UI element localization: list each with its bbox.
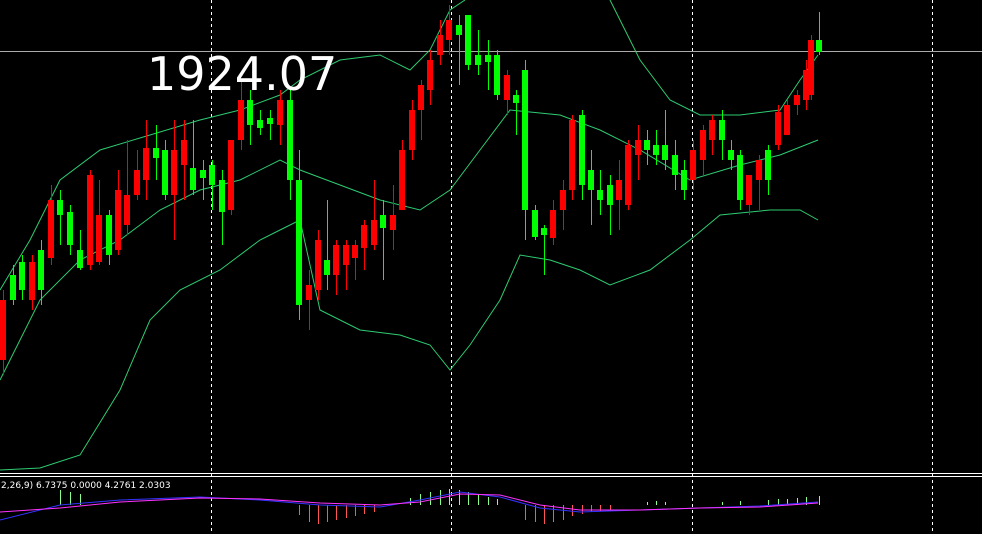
indicator-histogram-down [299, 505, 611, 524]
price-label: 1924.07 [147, 47, 337, 101]
lower-band [0, 209, 819, 471]
indicator-label: 2,26,9) 6.7375 0.0000 4.2761 2.0303 [1, 481, 171, 491]
indicator-signal-line [0, 493, 819, 513]
upper-band [609, 0, 819, 116]
indicator-histogram-up [60, 489, 820, 505]
period-separators [211, 0, 933, 534]
